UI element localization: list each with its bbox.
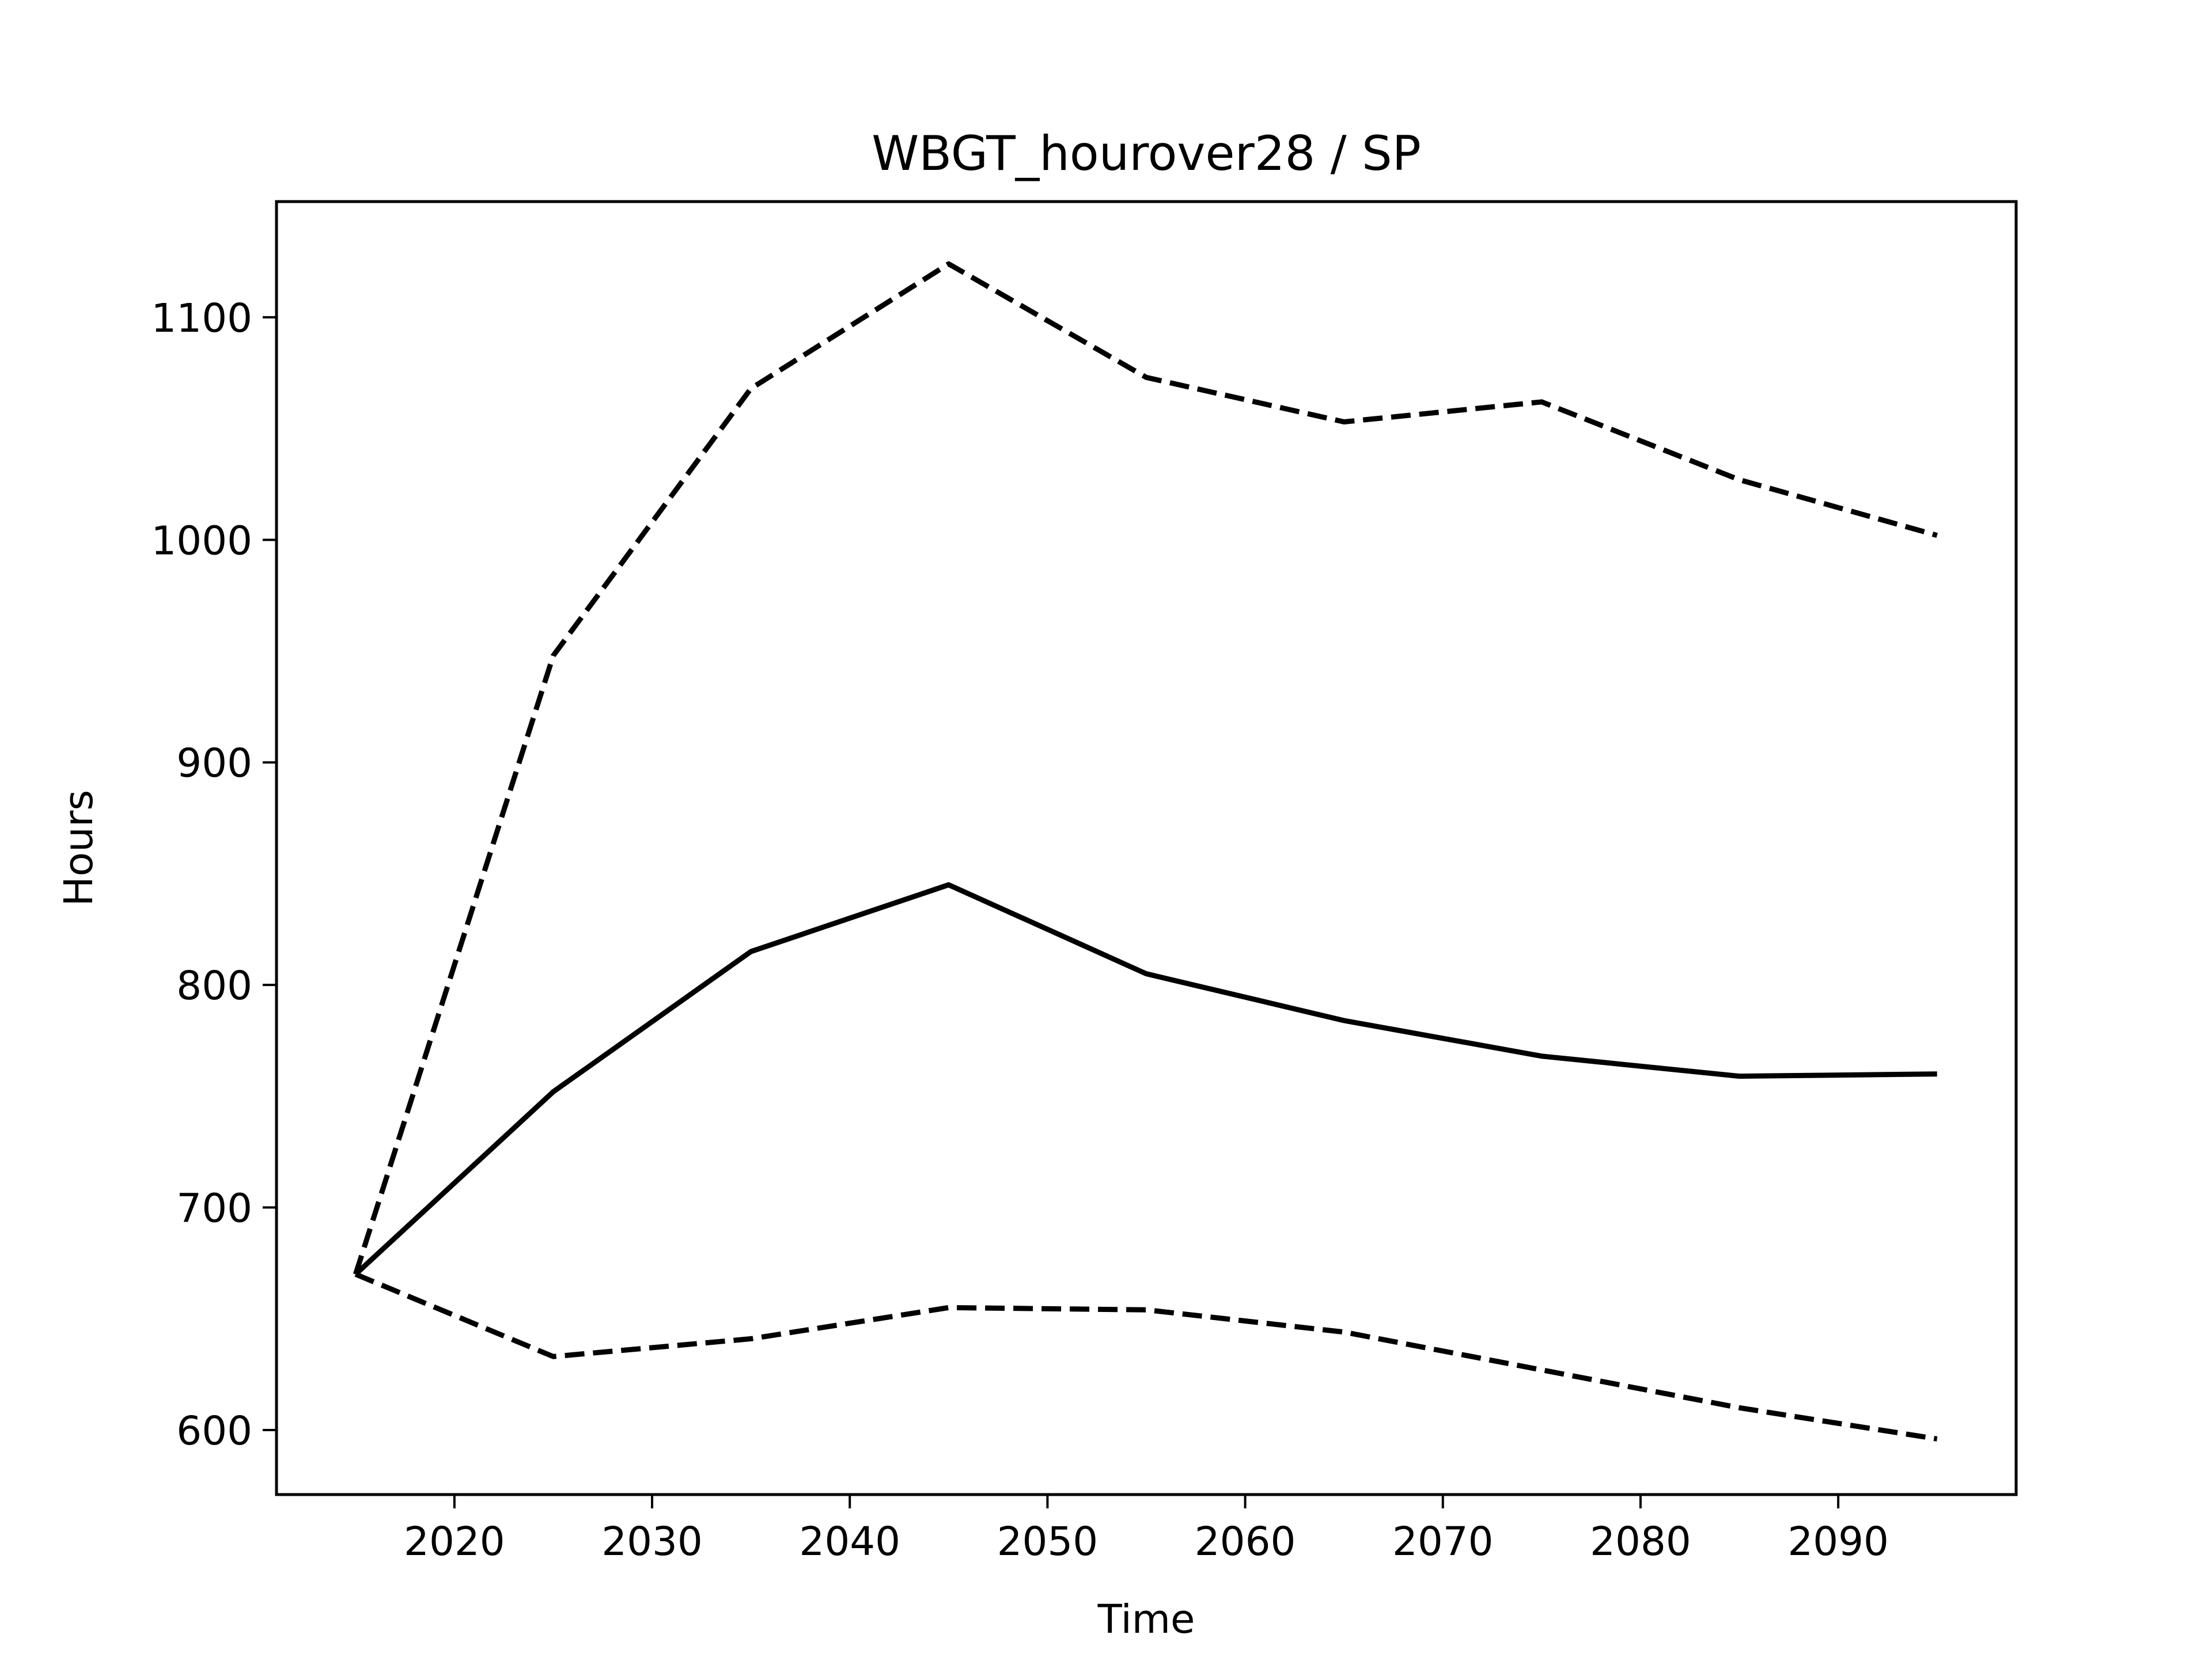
y-tick-label: 900 xyxy=(176,741,252,787)
y-tick-label: 1100 xyxy=(151,295,252,342)
y-tick-label: 700 xyxy=(176,1186,252,1232)
x-tick-label: 2030 xyxy=(601,1519,703,1565)
x-tick-label: 2050 xyxy=(997,1519,1099,1565)
series-layer xyxy=(353,261,1938,1442)
axis-layer: 2020 2030 2040 2050 2060 2070 2080 2090 600 700 80… xyxy=(151,295,1889,1565)
y-tick-label: 1000 xyxy=(151,518,252,564)
line-series-dashed-1 xyxy=(353,261,1938,1275)
y-tick-label: 800 xyxy=(176,963,252,1009)
y-axis-label: Hours xyxy=(56,790,102,906)
y-tick-label: 600 xyxy=(176,1408,252,1454)
x-tick-label: 2060 xyxy=(1195,1519,1296,1565)
chart-title: WBGT_hourover28 / SP xyxy=(872,126,1421,181)
x-tick-label: 2040 xyxy=(799,1519,900,1565)
x-tick-label: 2090 xyxy=(1787,1519,1889,1565)
x-tick-label: 2070 xyxy=(1392,1519,1494,1565)
line-series-dashed-2 xyxy=(354,1272,1938,1442)
x-axis-label: Time xyxy=(1097,1596,1195,1643)
x-tick-label: 2020 xyxy=(404,1519,505,1565)
line-series-solid xyxy=(354,882,1937,1276)
x-tick-label: 2080 xyxy=(1590,1519,1691,1565)
plot-area-frame xyxy=(275,200,2018,1496)
